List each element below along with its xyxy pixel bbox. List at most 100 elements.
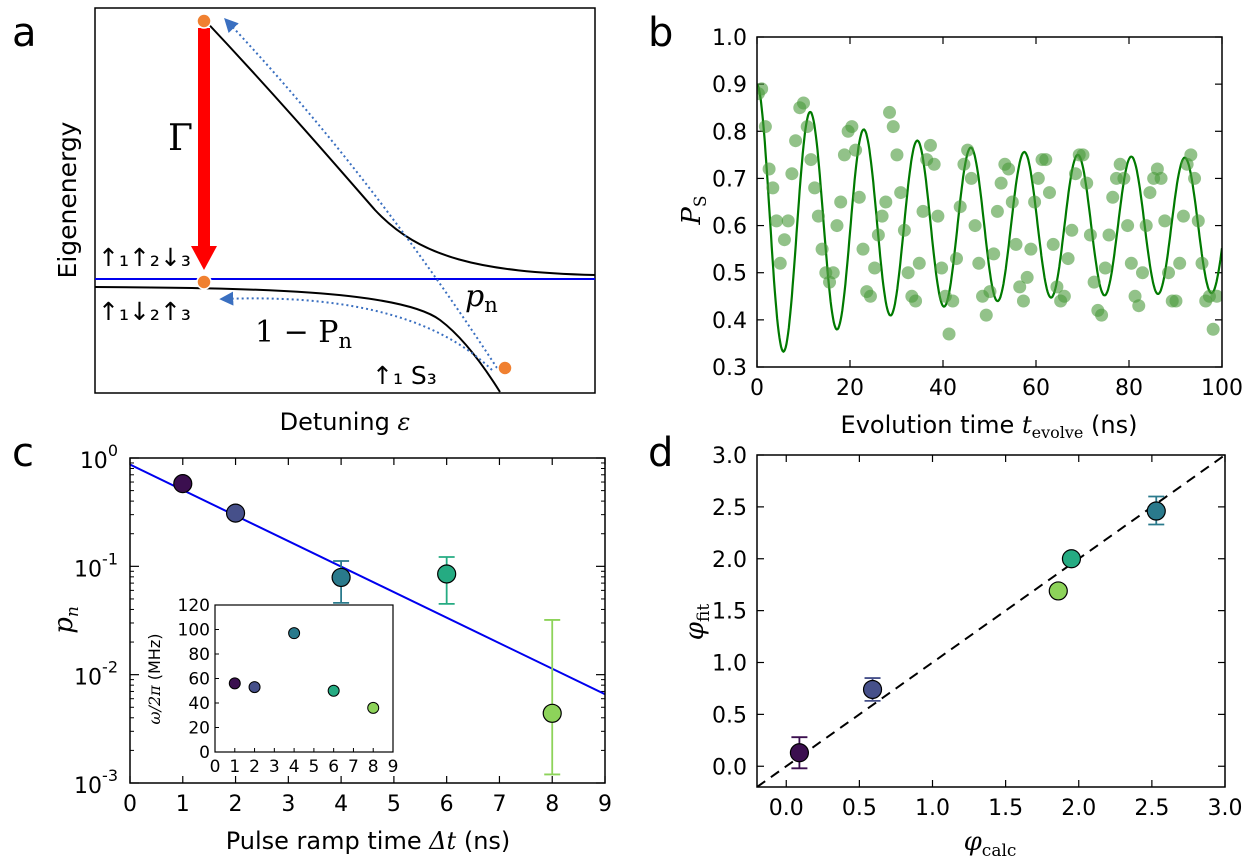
panel-letter-a: a <box>12 10 37 56</box>
data-point <box>1020 270 1034 284</box>
data-point <box>837 148 851 162</box>
x-tick-label: 0 <box>123 792 137 817</box>
x-tick-label: 7 <box>492 792 506 817</box>
data-point <box>912 256 926 270</box>
state-dot-top <box>196 13 212 29</box>
data-point <box>773 256 787 270</box>
inset-data-point <box>288 627 301 640</box>
data-point <box>964 171 978 185</box>
panel-d-ylabel: φfit <box>680 604 714 641</box>
one-minus-pn-label: 1 − Pn <box>255 315 352 353</box>
panel-a-frame <box>94 7 596 394</box>
panel-b-frame <box>756 36 1223 368</box>
data-point <box>766 181 780 195</box>
data-point <box>1087 275 1101 289</box>
data-point <box>894 186 908 200</box>
data-point <box>875 209 889 223</box>
data-point <box>916 204 930 218</box>
y-tick-label: 0.5 <box>712 262 747 287</box>
data-point <box>863 289 877 303</box>
data-point <box>815 242 829 256</box>
inset-x-tick-label: 5 <box>308 757 319 777</box>
data-point <box>953 200 967 214</box>
pn-label: pn <box>465 279 498 317</box>
data-point <box>1083 228 1097 242</box>
data-point <box>968 219 982 233</box>
data-point <box>1050 280 1064 294</box>
panel-c-xlabel: Pulse ramp time Δt (ns) <box>226 827 511 855</box>
x-tick-label: 0.5 <box>842 796 877 821</box>
data-point <box>1016 294 1030 308</box>
data-point <box>770 214 784 228</box>
data-point <box>1176 209 1190 223</box>
x-tick-label: 6 <box>440 792 454 817</box>
data-point <box>901 266 915 280</box>
data-point <box>1158 214 1172 228</box>
data-point <box>957 157 971 171</box>
x-tick-label: 60 <box>1022 376 1050 401</box>
data-point <box>883 105 897 119</box>
data-point <box>979 308 993 322</box>
y-tick-label: 0.7 <box>712 167 747 192</box>
y-tick-label: 10-3 <box>74 766 118 799</box>
panel-b-xlabel: Evolution time tevolve (ns) <box>841 411 1138 442</box>
panel-b-points <box>757 82 1222 341</box>
data-point <box>862 679 883 700</box>
upper-branch-curve <box>199 14 595 276</box>
state-label-s: ↑₁ S₃ <box>372 361 437 390</box>
data-point <box>852 190 866 204</box>
inset-x-tick-label: 7 <box>348 757 359 777</box>
inset-data-point <box>248 681 261 694</box>
x-tick-label: 8 <box>545 792 559 817</box>
data-point <box>897 223 911 237</box>
data-point <box>834 195 848 209</box>
data-point <box>789 743 810 763</box>
data-point <box>1061 549 1082 569</box>
data-point <box>826 266 840 280</box>
data-point <box>1146 501 1166 521</box>
data-point <box>879 195 893 209</box>
data-point <box>781 214 795 228</box>
panel-b-ylabel: PS <box>677 195 711 225</box>
data-point <box>1169 294 1183 308</box>
state-label-lower: ↑₁↓₂↑₃ <box>98 297 191 326</box>
y-tick-label: 0.5 <box>712 703 747 728</box>
x-tick-label: 4 <box>334 792 348 817</box>
panel-letter-d: d <box>648 430 673 476</box>
inset-y-tick-label: 20 <box>188 719 210 739</box>
data-point <box>800 120 814 134</box>
data-point <box>1154 171 1168 185</box>
data-point <box>994 176 1008 190</box>
data-point <box>830 219 844 233</box>
data-point <box>542 703 562 723</box>
data-point <box>811 209 825 223</box>
data-point <box>868 261 882 275</box>
gamma-label: Γ <box>168 118 193 159</box>
data-point <box>1009 237 1023 251</box>
y-tick-label: 0.4 <box>712 309 747 334</box>
dotted-arrow-pn <box>224 17 498 369</box>
data-point <box>1076 148 1090 162</box>
data-point <box>762 162 776 176</box>
x-tick-label: 3.0 <box>1208 796 1243 821</box>
inset-y-tick-label: 60 <box>188 670 210 690</box>
inset-x-tick-label: 3 <box>269 757 280 777</box>
data-point <box>1195 256 1209 270</box>
data-point <box>1135 266 1149 280</box>
y-tick-label: 1.0 <box>712 26 747 51</box>
y-tick-label: 0.3 <box>712 356 747 381</box>
x-tick-label: 20 <box>836 376 864 401</box>
inset-points <box>228 627 380 714</box>
data-point <box>1080 176 1094 190</box>
state-label-upper: ↑₁↑₂↓₃ <box>98 243 191 272</box>
data-point <box>331 567 351 588</box>
data-point <box>909 294 923 308</box>
panel-a-ylabel: Eigenenergy <box>53 121 82 278</box>
inset-x-tick-label: 2 <box>249 757 260 777</box>
data-point <box>1210 289 1222 303</box>
inset-y-tick-label: 100 <box>178 621 210 641</box>
y-tick-label: 2.0 <box>712 548 747 573</box>
data-point <box>1184 148 1198 162</box>
